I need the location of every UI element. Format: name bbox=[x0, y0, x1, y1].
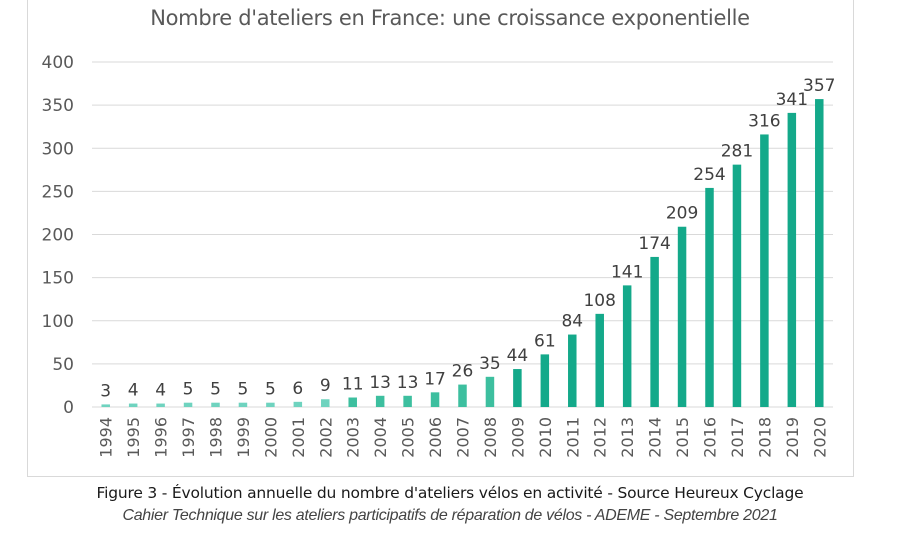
bar bbox=[321, 399, 330, 407]
bar bbox=[485, 376, 495, 407]
bar bbox=[128, 403, 138, 407]
x-tick-label: 1999 bbox=[234, 417, 253, 458]
x-tick-label: 2000 bbox=[261, 417, 280, 458]
bar bbox=[650, 256, 659, 407]
bar bbox=[760, 134, 769, 407]
bar bbox=[815, 99, 824, 408]
figure-caption: Figure 3 - Évolution annuelle du nombre … bbox=[96, 484, 804, 502]
y-tick-label: 150 bbox=[42, 269, 74, 289]
bar bbox=[458, 384, 467, 407]
data-label: 35 bbox=[479, 354, 501, 374]
y-tick-label: 400 bbox=[42, 53, 74, 73]
bar bbox=[705, 187, 714, 407]
x-tick-label: 2008 bbox=[481, 417, 500, 458]
x-tick-label: 2012 bbox=[591, 417, 610, 458]
data-label: 281 bbox=[721, 142, 753, 162]
data-label: 26 bbox=[452, 362, 474, 382]
bar bbox=[293, 401, 303, 407]
data-label: 209 bbox=[666, 204, 698, 224]
data-label: 61 bbox=[534, 331, 556, 351]
x-tick-label: 2002 bbox=[316, 417, 335, 458]
bar bbox=[568, 334, 577, 407]
bar bbox=[540, 354, 550, 407]
data-label: 108 bbox=[583, 291, 615, 311]
y-tick-label: 100 bbox=[42, 312, 74, 332]
bar bbox=[732, 164, 742, 407]
bar bbox=[238, 402, 248, 407]
x-tick-label: 1998 bbox=[207, 417, 226, 458]
data-label: 44 bbox=[507, 346, 529, 366]
x-tick-label: 1995 bbox=[124, 417, 143, 458]
x-tick-label: 2018 bbox=[755, 417, 774, 458]
y-tick-label: 350 bbox=[42, 96, 74, 116]
data-label: 3 bbox=[100, 381, 111, 401]
x-tick-label: 2006 bbox=[426, 417, 445, 458]
chart-frame bbox=[27, 0, 854, 477]
x-tick-label: 2003 bbox=[344, 417, 363, 458]
x-tick-label: 2020 bbox=[810, 417, 829, 458]
x-tick-label: 2014 bbox=[646, 417, 665, 458]
x-tick-label: 2004 bbox=[371, 417, 390, 458]
bar bbox=[156, 403, 165, 407]
data-label: 341 bbox=[776, 90, 808, 110]
x-tick-label: 2005 bbox=[399, 417, 418, 458]
bar bbox=[430, 392, 440, 407]
bar bbox=[266, 402, 275, 407]
x-tick-label: 1997 bbox=[179, 417, 198, 458]
data-label: 13 bbox=[369, 373, 391, 393]
x-tick-label: 2001 bbox=[289, 417, 308, 458]
x-tick-label: 2011 bbox=[563, 417, 582, 458]
y-tick-label: 250 bbox=[42, 182, 74, 202]
x-tick-label: 2016 bbox=[701, 417, 720, 458]
data-label: 6 bbox=[292, 379, 303, 399]
bar bbox=[403, 395, 412, 407]
x-tick-label: 2010 bbox=[536, 417, 555, 458]
data-label: 357 bbox=[803, 76, 835, 96]
x-tick-label: 2009 bbox=[508, 417, 527, 458]
x-tick-label: 2017 bbox=[728, 417, 747, 458]
bar bbox=[211, 402, 220, 407]
data-label: 141 bbox=[611, 262, 643, 282]
x-tick-label: 2013 bbox=[618, 417, 637, 458]
bar bbox=[622, 285, 632, 407]
data-label: 13 bbox=[397, 373, 419, 393]
bar bbox=[375, 395, 385, 407]
x-tick-label: 1994 bbox=[97, 417, 116, 458]
bar bbox=[677, 226, 687, 407]
data-label: 4 bbox=[155, 381, 166, 401]
bar bbox=[787, 112, 797, 407]
bar bbox=[348, 397, 357, 407]
data-label: 254 bbox=[693, 165, 725, 185]
data-label: 4 bbox=[128, 381, 139, 401]
y-tick-label: 200 bbox=[42, 226, 74, 246]
data-label: 5 bbox=[183, 380, 194, 400]
bar bbox=[101, 404, 110, 407]
bar bbox=[513, 369, 522, 407]
x-tick-label: 1996 bbox=[152, 417, 171, 458]
data-label: 9 bbox=[320, 376, 331, 396]
source-caption: Cahier Technique sur les ateliers partic… bbox=[122, 507, 778, 524]
data-label: 5 bbox=[238, 380, 249, 400]
y-tick-label: 50 bbox=[52, 355, 74, 375]
data-label: 17 bbox=[424, 369, 446, 389]
y-tick-label: 300 bbox=[42, 139, 74, 159]
data-label: 316 bbox=[748, 111, 780, 131]
data-label: 5 bbox=[210, 380, 221, 400]
data-label: 174 bbox=[638, 234, 670, 254]
x-tick-label: 2019 bbox=[783, 417, 802, 458]
bar bbox=[183, 402, 193, 407]
y-tick-label: 0 bbox=[63, 398, 74, 418]
data-label: 5 bbox=[265, 380, 276, 400]
data-label: 84 bbox=[561, 312, 583, 332]
bar-chart: 0 50 100 150 200 250 300 350 400 3 1994 4 1995 4 1996 5… bbox=[42, 53, 836, 458]
data-label: 11 bbox=[342, 375, 364, 395]
bar bbox=[595, 313, 604, 407]
x-tick-label: 2015 bbox=[673, 417, 692, 458]
x-tick-label: 2007 bbox=[454, 417, 473, 458]
chart-title: Nombre d'ateliers en France: une croissa… bbox=[150, 6, 750, 30]
